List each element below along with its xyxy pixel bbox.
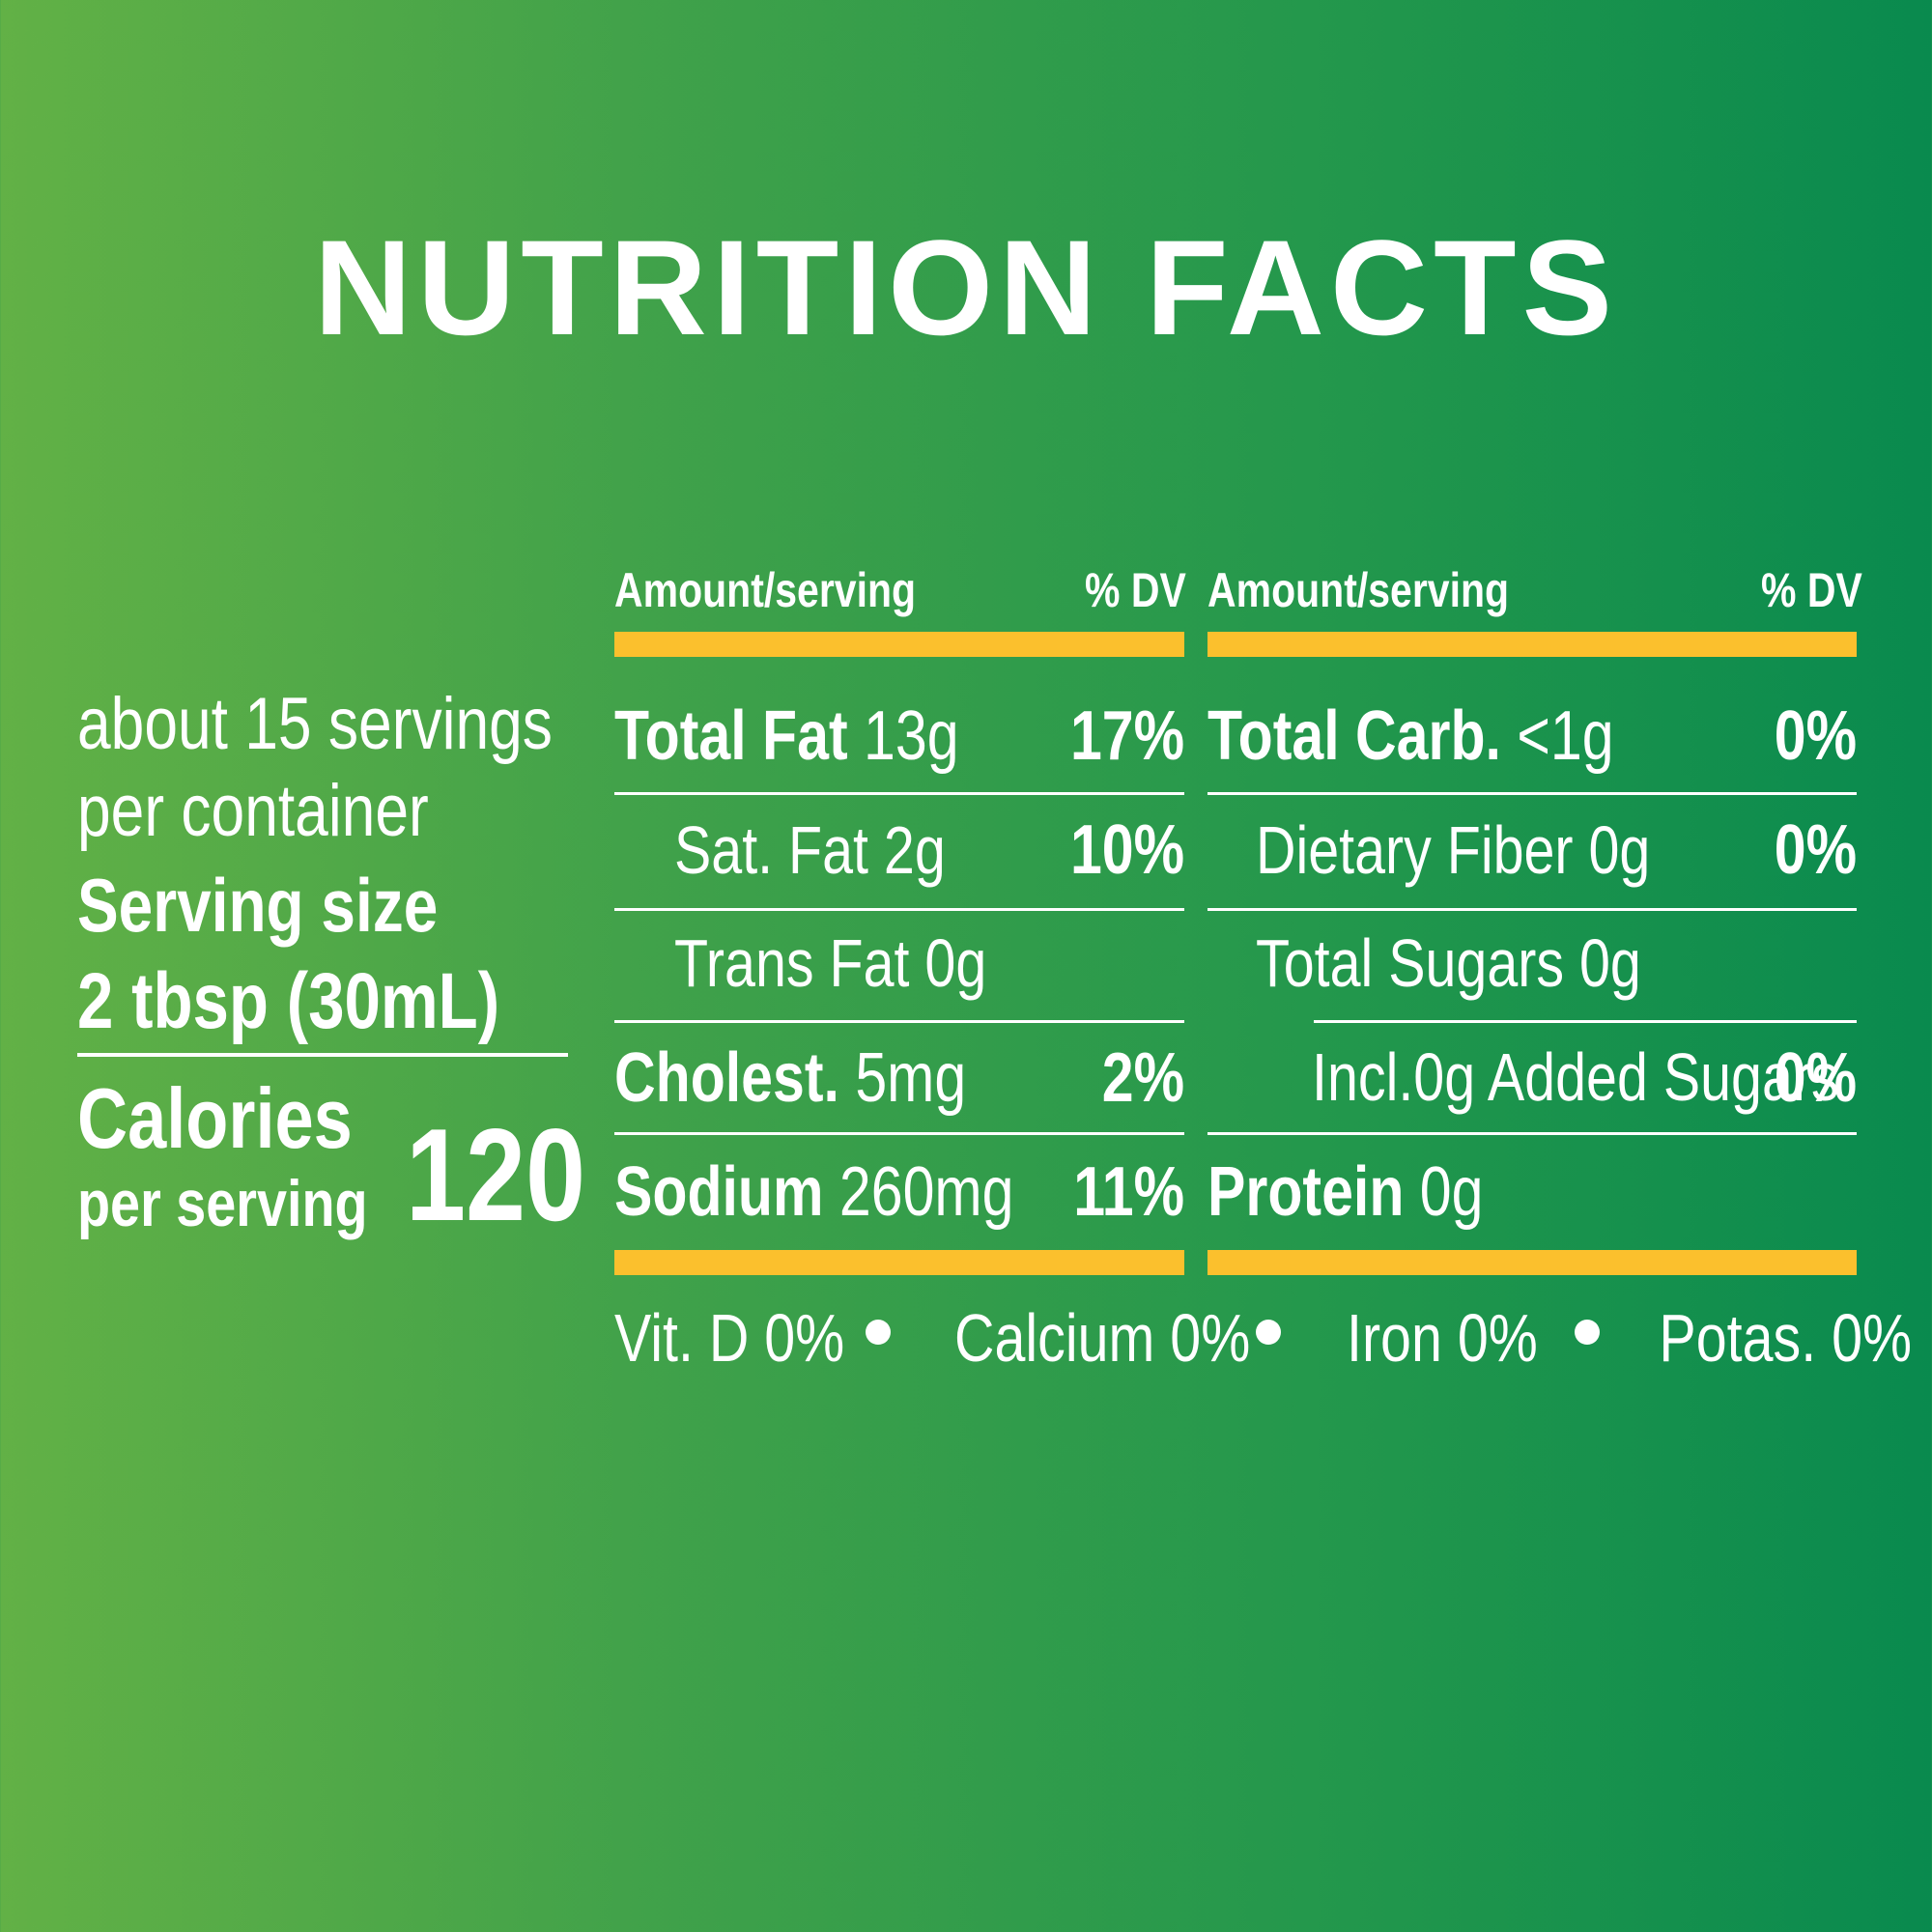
row-cholesterol: Cholest. 5mg: [614, 1039, 967, 1117]
footer-potassium: Potas. 0%: [1659, 1300, 1913, 1376]
right-header-dv: % DV: [1761, 563, 1862, 617]
left-top-accent-bar: [614, 632, 1184, 657]
row-added-sugars-dv: 0%: [1774, 1039, 1857, 1117]
right-top-accent-bar: [1208, 632, 1857, 657]
row-total-fat: Total Fat 13g: [614, 697, 959, 775]
left-header-dv: % DV: [1085, 563, 1186, 617]
row-divider: [1314, 1020, 1857, 1023]
row-cholesterol-dv: 2%: [1101, 1039, 1184, 1117]
row-divider: [614, 1132, 1184, 1135]
bullet-dot: [1256, 1320, 1281, 1345]
servings-per-container-line2: per container: [77, 770, 429, 852]
row-divider: [1208, 908, 1857, 911]
footer-iron: Iron 0%: [1347, 1300, 1538, 1376]
row-protein: Protein 0g: [1208, 1153, 1484, 1231]
bullet-dot: [1575, 1320, 1600, 1345]
serving-divider: [77, 1053, 568, 1057]
bullet-dot: [866, 1320, 891, 1345]
footer-calcium: Calcium 0%: [954, 1300, 1251, 1376]
row-dietary-fiber-dv: 0%: [1774, 811, 1857, 889]
page-title: NUTRITION FACTS: [314, 212, 1618, 363]
row-divider: [1208, 1132, 1857, 1135]
calories-per-serving-label: per serving: [77, 1167, 368, 1240]
row-divider: [614, 908, 1184, 911]
servings-per-container-line1: about 15 servings: [77, 683, 553, 765]
row-divider: [1208, 792, 1857, 795]
row-divider: [614, 792, 1184, 795]
row-sodium-dv: 11%: [1073, 1153, 1184, 1231]
footer-vitamin-d: Vit. D 0%: [614, 1300, 845, 1376]
right-header-amount: Amount/serving: [1208, 563, 1510, 617]
row-added-sugars: Incl.0g Added Sugars: [1312, 1039, 1839, 1115]
right-bottom-accent-bar: [1208, 1250, 1857, 1275]
row-sat-fat: Sat. Fat 2g: [674, 812, 946, 888]
left-bottom-accent-bar: [614, 1250, 1184, 1275]
row-divider: [614, 1020, 1184, 1023]
calories-value: 120: [406, 1101, 586, 1248]
row-total-carb-dv: 0%: [1774, 697, 1857, 775]
row-total-fat-dv: 17%: [1069, 697, 1184, 775]
serving-size-label: Serving size: [77, 863, 439, 948]
left-header-amount: Amount/serving: [614, 563, 917, 617]
row-dietary-fiber: Dietary Fiber 0g: [1256, 812, 1651, 888]
row-sodium: Sodium 260mg: [614, 1153, 1014, 1231]
calories-label: Calories: [77, 1070, 353, 1166]
row-sat-fat-dv: 10%: [1069, 811, 1184, 889]
serving-size-value: 2 tbsp (30mL): [77, 957, 500, 1045]
row-total-carb: Total Carb. <1g: [1208, 697, 1614, 775]
row-trans-fat: Trans Fat 0g: [674, 925, 987, 1001]
row-total-sugars: Total Sugars 0g: [1256, 925, 1641, 1001]
